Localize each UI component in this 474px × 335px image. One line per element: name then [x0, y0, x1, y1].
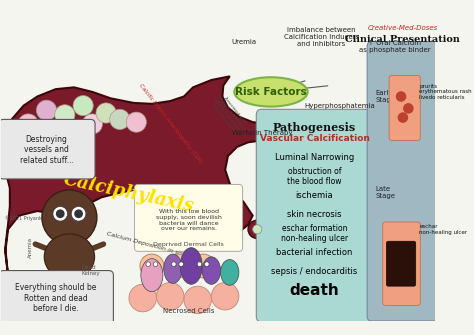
Circle shape [404, 104, 413, 113]
Circle shape [46, 137, 66, 157]
Text: Hyperphosphatemia: Hyperphosphatemia [304, 103, 375, 109]
Circle shape [140, 254, 164, 278]
Ellipse shape [44, 234, 95, 280]
Circle shape [55, 105, 75, 125]
Circle shape [56, 210, 64, 217]
Circle shape [64, 128, 84, 148]
FancyBboxPatch shape [383, 222, 420, 306]
Circle shape [211, 282, 239, 310]
Ellipse shape [234, 77, 308, 107]
Text: Uremia: Uremia [231, 39, 256, 45]
Text: Vascular Calcification: Vascular Calcification [260, 134, 369, 143]
Text: Calcific Uremic Arteriolopathy (CUA): Calcific Uremic Arteriolopathy (CUA) [137, 83, 203, 165]
Text: Risk Factors: Risk Factors [235, 87, 307, 97]
Text: ischemia: ischemia [296, 191, 333, 200]
Ellipse shape [202, 257, 220, 284]
Text: Deprived Dermal Cells: Deprived Dermal Cells [153, 242, 224, 247]
Text: Warfarin Therapy: Warfarin Therapy [232, 130, 292, 136]
Circle shape [18, 114, 38, 134]
Text: Destroying
vessels and
related stuff...: Destroying vessels and related stuff... [19, 135, 73, 164]
Ellipse shape [164, 254, 182, 283]
Circle shape [396, 92, 406, 101]
Circle shape [398, 113, 408, 122]
Text: Luminal Narrowing: Luminal Narrowing [275, 153, 354, 162]
FancyBboxPatch shape [386, 241, 416, 286]
Text: prurits
erythematous rash
livedo reticularis: prurits erythematous rash livedo reticul… [419, 84, 472, 100]
Text: Late
Stage: Late Stage [375, 186, 395, 199]
Circle shape [126, 112, 146, 132]
Circle shape [197, 262, 202, 266]
Circle shape [172, 262, 176, 266]
FancyBboxPatch shape [389, 75, 420, 140]
Text: Creative-Med-Doses: Creative-Med-Doses [368, 25, 438, 31]
Text: eschar formation
non-healing ulcer: eschar formation non-healing ulcer [281, 223, 348, 243]
FancyBboxPatch shape [0, 119, 95, 179]
Text: bacterial infection: bacterial infection [276, 248, 353, 257]
Text: Everything should be
Rotten and dead
before I die.: Everything should be Rotten and dead bef… [15, 283, 96, 313]
FancyBboxPatch shape [256, 109, 373, 322]
FancyBboxPatch shape [0, 271, 113, 326]
Ellipse shape [220, 260, 239, 285]
Circle shape [42, 190, 97, 245]
Text: sepsis / endocarditis: sepsis / endocarditis [271, 267, 357, 276]
Text: Necrosed Cells: Necrosed Cells [163, 308, 214, 314]
Polygon shape [3, 76, 317, 275]
Ellipse shape [180, 248, 202, 284]
Text: death: death [290, 283, 339, 297]
Circle shape [191, 254, 215, 278]
Circle shape [165, 254, 190, 278]
Circle shape [73, 95, 93, 116]
Circle shape [184, 286, 211, 314]
Text: Dead
Kidney: Dead Kidney [82, 265, 100, 276]
Ellipse shape [141, 259, 163, 292]
Circle shape [96, 103, 116, 123]
Circle shape [75, 210, 82, 217]
Text: Clinical Presentation: Clinical Presentation [346, 35, 460, 44]
Circle shape [23, 132, 43, 152]
Text: ↑ Oral Calcium
as phosphate binder: ↑ Oral Calcium as phosphate binder [359, 40, 430, 53]
Circle shape [109, 109, 130, 130]
Circle shape [82, 114, 102, 134]
Circle shape [156, 282, 184, 310]
Circle shape [153, 262, 158, 266]
Circle shape [53, 206, 68, 221]
Circle shape [129, 284, 156, 312]
Text: eschar
non-healing ulcer: eschar non-healing ulcer [419, 224, 467, 235]
FancyBboxPatch shape [135, 185, 243, 251]
Circle shape [248, 220, 266, 239]
Text: skin necrosis: skin necrosis [287, 210, 342, 219]
Text: With this low blood
supply, soon devilish
bacteria will dance
over our remains.: With this low blood supply, soon devilis… [155, 209, 221, 231]
Circle shape [146, 262, 150, 266]
Text: ©2021 Priyanka: ©2021 Priyanka [5, 215, 45, 221]
Circle shape [253, 225, 262, 234]
Text: Associated with
Multiple medications
Related to phosphorus
Related to obesity: Associated with Multiple medications Rel… [209, 91, 251, 139]
Circle shape [71, 206, 86, 221]
Text: Imbalance between
Calcification Inducers
and inhibitors: Imbalance between Calcification Inducers… [284, 27, 359, 47]
Circle shape [36, 100, 56, 120]
Circle shape [9, 146, 29, 166]
Text: Calciphylaxis: Calciphylaxis [62, 170, 196, 215]
Text: obstruction of
the blood flow: obstruction of the blood flow [287, 167, 342, 186]
Text: Calcium Deposition in small vessels: Calcium Deposition in small vessels [106, 231, 216, 265]
Circle shape [179, 262, 183, 266]
Text: Anemia: Anemia [28, 237, 33, 258]
Text: Early
Stage: Early Stage [375, 90, 395, 103]
Text: Pathogenesis: Pathogenesis [273, 122, 356, 133]
FancyBboxPatch shape [367, 42, 438, 321]
Circle shape [205, 262, 209, 266]
